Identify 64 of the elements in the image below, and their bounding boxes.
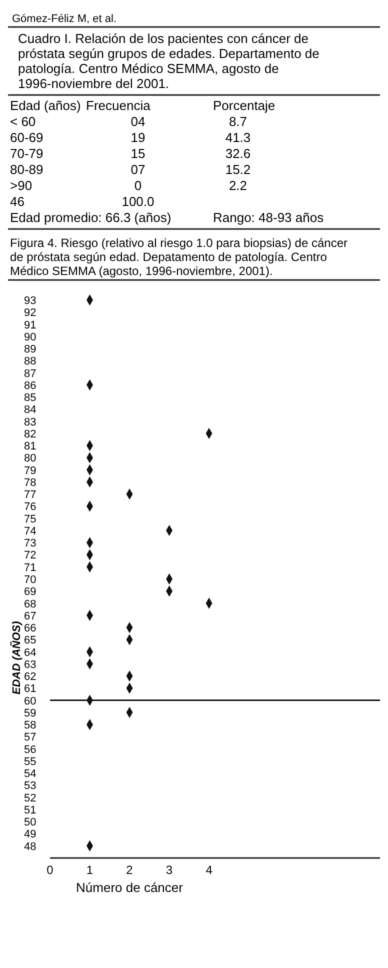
- text: Cuadro I. Relación de los pacientes con cáncer de próstata según grupos de edades. Departamento de patología. Centro Médico SEMMA, agosto de 1996-noviembre del 2001.: [18, 31, 320, 91]
- y-tick-label: 71: [24, 562, 36, 574]
- text: Edad (años) Frecuencia Porcentaje: [10, 98, 276, 113]
- y-tick-label: 59: [24, 707, 36, 720]
- y-tick-label: 60: [24, 695, 36, 708]
- chart-title: Figura 4. Riesgo (relativo al riesgo 1.0 para biopsias) de cáncer de próstata según edad. Depatamento de patología. Centro Médico SEMMA (agosto, 1996-noviembre, 2001).: [10, 236, 348, 278]
- text: 80-89 07 15.2: [10, 162, 251, 177]
- y-tick-label: 56: [24, 744, 36, 756]
- y-axis-title: EDAD (AÑOS): [10, 620, 23, 695]
- y-tick-label: 92: [24, 307, 36, 320]
- y-tick-label: 72: [24, 550, 36, 562]
- y-tick-label: 87: [24, 368, 36, 380]
- text: >90 0 2.2: [10, 178, 248, 193]
- y-tick-label: 63: [24, 658, 36, 671]
- y-tick-label: 81: [24, 440, 36, 453]
- y-tick-label: 83: [24, 416, 36, 428]
- text: < 60 04 8.7: [10, 114, 248, 129]
- y-tick-label: 64: [24, 646, 36, 659]
- text: 60-69 19 41.3: [10, 130, 251, 145]
- y-tick-label: 50: [24, 816, 36, 829]
- text: Edad promedio: 66.3 (años) Rango: 48-93 años: [10, 210, 324, 225]
- y-tick-label: 70: [24, 574, 36, 586]
- x-tick-label: 3: [166, 863, 173, 877]
- y-tick-label: 79: [24, 464, 36, 477]
- y-tick-label: 57: [24, 732, 36, 744]
- y-tick-label: 65: [24, 634, 36, 647]
- y-tick-label: 85: [24, 392, 36, 404]
- y-tick-label: 61: [24, 683, 36, 696]
- y-tick-label: 58: [24, 720, 36, 732]
- x-tick-label: 2: [126, 863, 134, 877]
- y-tick-label: 73: [24, 538, 36, 550]
- y-tick-label: 76: [24, 501, 36, 514]
- y-tick-label: 90: [24, 331, 36, 344]
- y-tick-label: 84: [24, 404, 36, 416]
- y-tick-label: 89: [24, 344, 36, 356]
- x-axis-title: Número de cáncer: [76, 880, 184, 895]
- x-tick-label: 0: [46, 863, 54, 877]
- x-tick-label: 1: [86, 863, 94, 877]
- y-tick-label: 86: [24, 380, 36, 392]
- y-tick-label: 88: [24, 356, 36, 368]
- y-tick-label: 51: [24, 804, 36, 816]
- y-tick-label: 53: [24, 780, 36, 792]
- y-tick-label: 54: [24, 768, 36, 780]
- y-tick-label: 80: [24, 452, 36, 465]
- y-tick-label: 48: [24, 840, 36, 853]
- y-tick-label: 52: [24, 792, 36, 804]
- y-tick-label: 66: [24, 622, 36, 635]
- text: Gómez-Féliz M, et al.: [12, 13, 117, 25]
- text: 46 100.0: [10, 194, 154, 209]
- y-tick-label: 62: [24, 671, 36, 684]
- y-tick-label: 68: [24, 598, 36, 610]
- y-tick-label: 91: [24, 319, 36, 332]
- y-tick-label: 67: [24, 610, 36, 622]
- y-tick-label: 74: [24, 525, 36, 538]
- y-tick-label: 93: [24, 295, 36, 307]
- x-tick-label: 4: [206, 863, 213, 877]
- y-tick-label: 78: [24, 476, 36, 489]
- y-tick-label: 82: [24, 428, 36, 440]
- y-tick-label: 49: [24, 828, 36, 841]
- y-tick-label: 75: [24, 513, 36, 526]
- y-tick-label: 55: [24, 756, 36, 768]
- text: 70-79 15 32.6: [10, 146, 251, 161]
- y-tick-label: 77: [24, 489, 36, 502]
- y-tick-label: 69: [24, 586, 36, 598]
